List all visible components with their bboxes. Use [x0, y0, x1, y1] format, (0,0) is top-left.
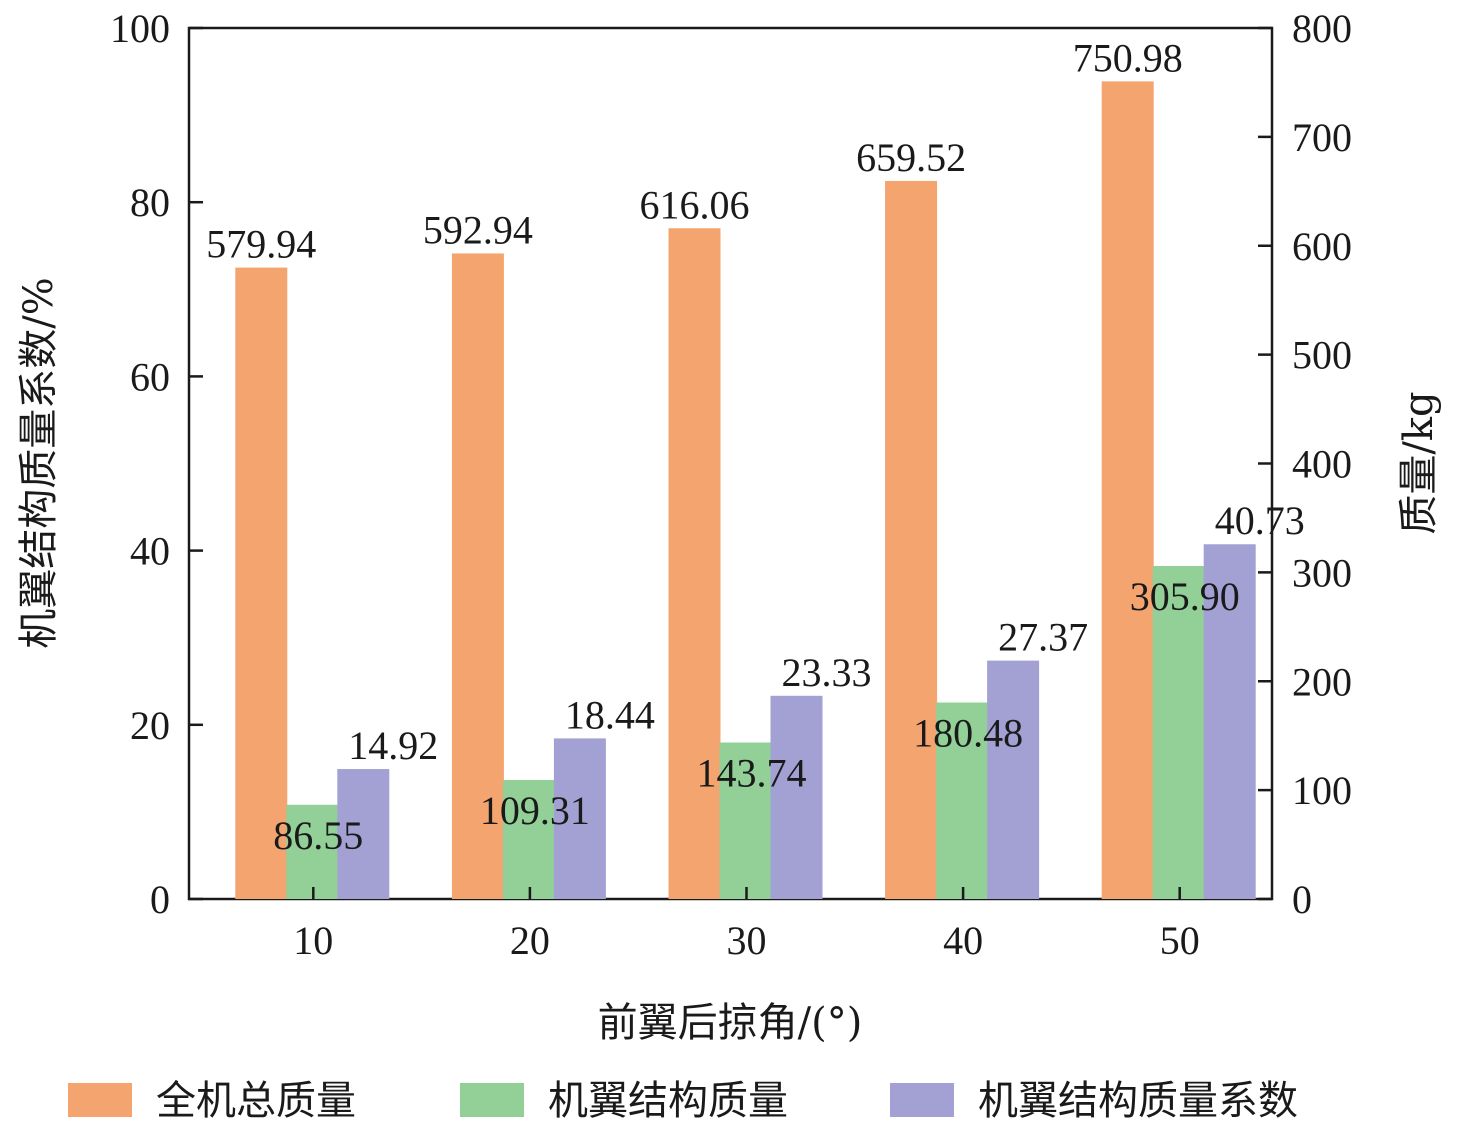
- x-tick-label: 10: [293, 918, 333, 963]
- legend-label: 全机总质量: [156, 1078, 356, 1124]
- data-label: 14.92: [348, 723, 438, 768]
- bar-1-40: [885, 180, 938, 899]
- data-label: 109.31: [480, 788, 590, 833]
- data-label: 659.52: [856, 135, 966, 180]
- x-tick-label: 40: [943, 918, 983, 963]
- left-tick-label: 40: [130, 529, 170, 574]
- right-tick-label: 800: [1292, 6, 1352, 51]
- data-label: 143.74: [697, 751, 807, 796]
- left-tick-label: 0: [150, 877, 170, 922]
- right-tick-label: 600: [1292, 224, 1352, 269]
- data-label: 27.37: [998, 615, 1088, 660]
- x-tick-label: 50: [1160, 918, 1200, 963]
- bar-2-50: [1152, 565, 1205, 899]
- right-tick-label: 300: [1292, 550, 1352, 595]
- legend-label: 机翼结构质量系数: [978, 1078, 1298, 1124]
- bar-1-30: [668, 228, 721, 900]
- data-label: 616.06: [640, 182, 750, 227]
- left-axis: 0 20 40 60 80 100: [110, 6, 203, 922]
- data-label: 23.33: [782, 650, 872, 695]
- legend-swatch: [68, 1083, 132, 1117]
- data-label: 305.90: [1130, 574, 1240, 619]
- bar-3-40: [987, 660, 1040, 899]
- bar-2-40: [936, 702, 989, 899]
- legend-swatch: [460, 1083, 524, 1117]
- data-label: 18.44: [565, 692, 655, 737]
- bar-2-10: [286, 804, 339, 899]
- legend-swatch: [890, 1083, 954, 1117]
- left-tick-label: 100: [110, 6, 170, 51]
- left-tick-label: 20: [130, 703, 170, 748]
- bar-3-30: [770, 695, 823, 899]
- x-tick-label: 20: [510, 918, 550, 963]
- data-label: 40.73: [1215, 498, 1305, 543]
- bar-2-20: [502, 779, 555, 899]
- legend: 全机总质量 机翼结构质量 机翼结构质量系数: [68, 1078, 1298, 1124]
- left-tick-label: 60: [130, 354, 170, 399]
- left-axis-title: 机翼结构质量系数/%: [16, 277, 62, 648]
- right-tick-label: 500: [1292, 333, 1352, 378]
- data-label: 180.48: [913, 711, 1023, 756]
- right-tick-label: 200: [1292, 659, 1352, 704]
- right-axis: 0 100 200 300 400 500 600 700 800: [1258, 6, 1352, 922]
- bar-3-10: [337, 769, 390, 899]
- right-tick-label: 0: [1292, 877, 1312, 922]
- x-axis-title: 前翼后掠角/(°): [598, 1000, 863, 1046]
- bar-1-20: [451, 253, 504, 899]
- left-tick-label: 80: [130, 180, 170, 225]
- right-axis-title: 质量/kg: [1396, 391, 1442, 534]
- bar-3-50: [1203, 544, 1256, 899]
- bar-1-50: [1101, 81, 1154, 899]
- data-label: 750.98: [1073, 35, 1183, 80]
- x-tick-label: 30: [727, 918, 767, 963]
- bar-3-20: [553, 738, 606, 899]
- right-tick-label: 400: [1292, 442, 1352, 487]
- x-axis: 10 20 30 40 50: [293, 887, 1200, 963]
- bar-2-30: [719, 742, 772, 899]
- bars-layer: [235, 81, 1256, 900]
- legend-label: 机翼结构质量: [548, 1078, 788, 1124]
- right-tick-label: 100: [1292, 768, 1352, 813]
- right-tick-label: 700: [1292, 115, 1352, 160]
- data-label: 579.94: [206, 222, 316, 267]
- data-label: 592.94: [423, 207, 533, 252]
- bar-1-10: [235, 267, 288, 899]
- data-labels-layer: 579.94 86.55 14.92 592.94 109.31 18.44 616.06 1…: [206, 35, 1304, 857]
- data-label: 86.55: [273, 813, 363, 858]
